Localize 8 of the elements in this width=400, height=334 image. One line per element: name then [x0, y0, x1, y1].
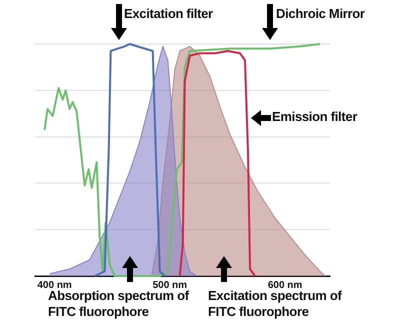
series-label: Excitation filter	[124, 6, 213, 22]
series-label: Emission filter	[272, 109, 358, 125]
text: Dichroic Mirror	[276, 6, 365, 22]
x-tick-label: 600 nm	[268, 280, 302, 291]
x-tick-label: 400 nm	[37, 280, 72, 291]
series-label: Excitation spectrum of FITC fluorophore	[208, 288, 343, 320]
x-tick-label: 500 nm	[152, 280, 188, 291]
series-label: Absorption spectrum of FITC fluorophore	[48, 288, 190, 320]
